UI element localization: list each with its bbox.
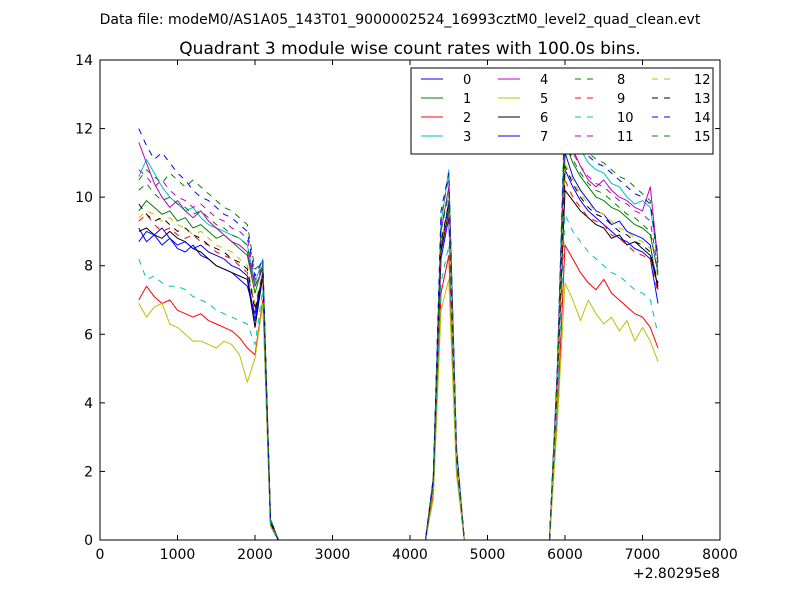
- legend-label: 5: [540, 92, 548, 107]
- y-tick-label: 4: [84, 396, 93, 412]
- x-tick-label: 4000: [392, 547, 428, 563]
- legend-label: 1: [463, 92, 471, 107]
- y-tick-label: 6: [84, 327, 93, 343]
- legend-label: 10: [617, 111, 634, 126]
- x-tick-label: 7000: [625, 547, 661, 563]
- legend-label: 11: [617, 130, 634, 145]
- series-line-6: [138, 189, 659, 541]
- y-tick-label: 8: [84, 259, 93, 275]
- series-line-13: [138, 165, 659, 541]
- x-tick-label: 5000: [470, 547, 506, 563]
- x-tick-label: 3000: [315, 547, 351, 563]
- legend-box: [410, 67, 714, 155]
- y-tick-label: 10: [75, 190, 93, 206]
- x-tick-label: 0: [96, 547, 105, 563]
- series-line-9: [138, 179, 659, 541]
- legend-label: 9: [617, 92, 625, 107]
- legend-label: 2: [463, 111, 471, 126]
- series-line-15: [138, 141, 659, 541]
- legend-label: 12: [694, 73, 711, 88]
- series-line-14: [138, 117, 659, 541]
- legend-label: 6: [540, 111, 548, 126]
- legend-label: 4: [540, 73, 548, 88]
- series-line-11: [138, 134, 659, 541]
- legend-label: 15: [694, 130, 711, 145]
- x-axis-offset-label: +2.80295e8: [633, 566, 720, 582]
- legend-label: 0: [463, 73, 471, 88]
- y-tick-label: 12: [75, 122, 93, 138]
- series-line-1: [138, 141, 659, 541]
- data-file-title: Data file: modeM0/AS1A05_143T01_90000025…: [100, 12, 701, 28]
- series-line-2: [138, 244, 659, 541]
- legend-label: 7: [540, 130, 548, 145]
- series-line-5: [138, 278, 659, 541]
- plot-lines: [138, 100, 659, 541]
- axes: 0 1000 2000 3000 4000 5000 6000 7000 80000246810…: [75, 53, 738, 563]
- x-tick-label: 2000: [237, 547, 273, 563]
- series-line-12: [138, 162, 659, 541]
- chart-title: Quadrant 3 module wise count rates with …: [179, 39, 640, 59]
- legend-label: 14: [694, 111, 711, 126]
- legend-label: 3: [463, 130, 471, 145]
- x-tick-label: 6000: [547, 547, 583, 563]
- x-tick-label: 1000: [160, 547, 196, 563]
- series-line-10: [138, 213, 659, 541]
- y-tick-label: 0: [84, 533, 93, 549]
- legend-label: 8: [617, 73, 625, 88]
- x-tick-label: 8000: [702, 547, 738, 563]
- legend-label: 13: [694, 92, 711, 107]
- y-tick-label: 2: [84, 464, 93, 480]
- y-tick-label: 14: [75, 53, 93, 69]
